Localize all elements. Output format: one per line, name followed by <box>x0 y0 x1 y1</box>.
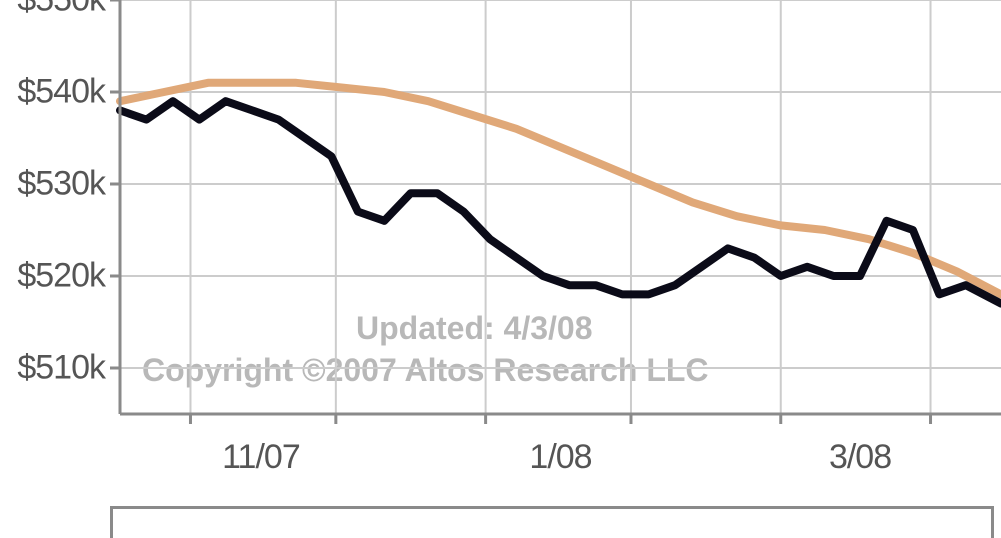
x-tick-label: 1/08 <box>529 438 591 477</box>
y-tick-label: $540k <box>0 73 105 112</box>
series-black <box>120 101 1001 303</box>
legend-box <box>110 506 994 538</box>
y-tick-label: $530k <box>0 165 105 204</box>
price-chart: $550k $540k $530k $520k $510k 11/07 1/08… <box>0 0 1001 538</box>
plot-svg <box>120 0 1001 414</box>
y-tick-label: $550k <box>0 0 105 20</box>
y-tick-label: $510k <box>0 349 105 388</box>
plot-area <box>120 0 1001 414</box>
x-tick-label: 3/08 <box>829 438 891 477</box>
y-tick-label: $520k <box>0 257 105 296</box>
x-tick-label: 11/07 <box>222 438 300 477</box>
